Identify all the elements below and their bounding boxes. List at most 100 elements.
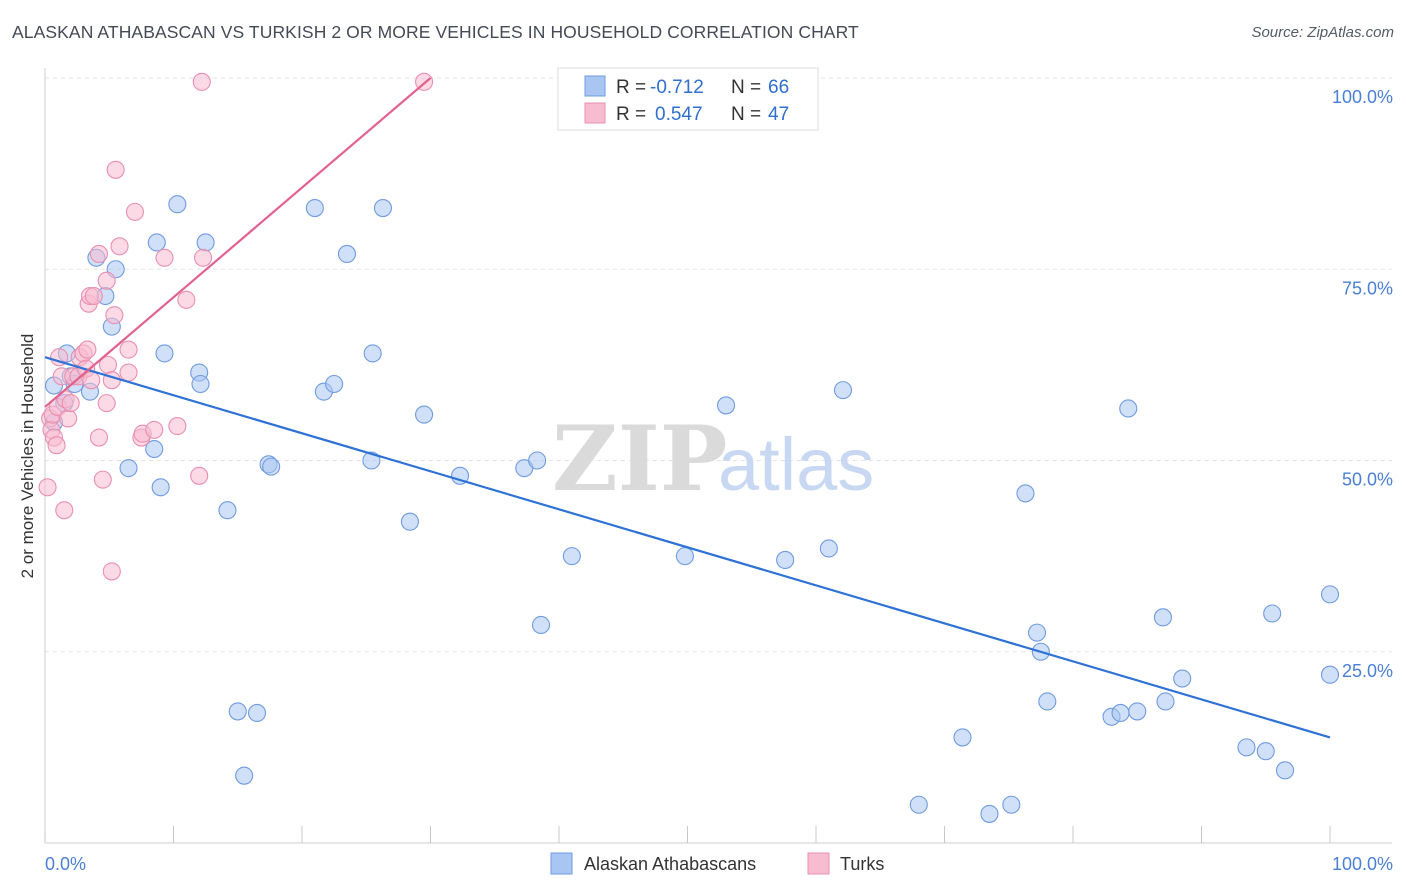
point-series2-5 <box>47 436 66 455</box>
x-tick-label-0: 0.0% <box>45 854 86 874</box>
point-series1-25 <box>337 244 357 263</box>
point-series2-44 <box>194 248 213 267</box>
point-series1-41 <box>1016 484 1035 503</box>
trend-line-series2 <box>44 77 432 408</box>
watermark: ZIP atlas <box>552 406 874 512</box>
point-series1-58 <box>1320 665 1340 684</box>
point-series2-24 <box>93 470 112 489</box>
y-tick-label-3: 25.0% <box>1342 661 1393 681</box>
point-series1-34 <box>531 615 551 635</box>
legend-r-value-1: -0.712 <box>650 77 704 98</box>
point-series2-31 <box>102 562 121 581</box>
point-series2-9 <box>55 501 74 520</box>
point-series1-29 <box>400 512 419 531</box>
point-series1-16 <box>168 195 187 214</box>
chart-title: ALASKAN ATHABASCAN VS TURKISH 2 OR MORE … <box>12 22 859 42</box>
point-series1-44 <box>1027 623 1047 642</box>
point-series2-41 <box>168 417 187 436</box>
point-series1-47 <box>1119 399 1138 418</box>
legend-swatch-series2 <box>584 102 606 124</box>
point-series1-53 <box>1153 608 1172 627</box>
point-series1-65 <box>196 233 215 252</box>
point-series2-35 <box>119 363 138 382</box>
point-series1-13 <box>147 233 166 252</box>
point-series2-42 <box>177 290 196 309</box>
point-series1-54 <box>1237 738 1256 757</box>
point-series1-55 <box>1256 742 1275 761</box>
legend-swatch-series1 <box>584 75 606 97</box>
x-tick-labels: 0.0% 100.0% <box>45 854 1393 874</box>
data-points <box>38 72 1340 823</box>
legend-r-label-2: R = <box>616 104 646 125</box>
point-series1-31 <box>451 466 470 485</box>
trend-lines <box>44 77 1331 739</box>
point-series1-50 <box>1128 702 1147 721</box>
point-series1-19 <box>218 501 237 520</box>
bottom-legend-swatch-series2 <box>807 852 830 875</box>
legend-r-value-2: 0.547 <box>655 104 703 125</box>
bottom-legend-label-series1: Alaskan Athabascans <box>584 854 756 874</box>
point-series1-59 <box>1320 585 1340 604</box>
point-series1-21 <box>262 457 281 476</box>
y-tick-label-0: 100.0% <box>1332 87 1393 107</box>
point-series1-42 <box>953 728 972 747</box>
point-series1-26 <box>363 344 382 363</box>
watermark-atlas: atlas <box>718 423 874 506</box>
point-series2-40 <box>155 248 174 267</box>
point-series1-14 <box>151 478 170 497</box>
y-axis-title: 2 or more Vehicles in Household <box>18 334 37 579</box>
point-series1-35 <box>562 547 581 566</box>
point-series1-37 <box>716 396 736 415</box>
point-series1-12 <box>145 439 164 459</box>
point-series1-28 <box>373 199 393 218</box>
point-series1-46 <box>1038 692 1057 711</box>
point-series2-19 <box>78 340 97 359</box>
point-series1-63 <box>909 795 928 814</box>
y-tick-labels: 100.0% 75.0% 50.0% 25.0% <box>1332 87 1393 681</box>
x-tick-label-1: 100.0% <box>1332 854 1393 874</box>
point-series2-7 <box>50 348 69 367</box>
legend-n-value-2: 47 <box>768 104 789 125</box>
point-series2-30 <box>110 237 129 256</box>
point-series2-45 <box>192 72 211 91</box>
point-series2-11 <box>59 409 78 428</box>
point-series2-39 <box>145 420 164 439</box>
point-series1-36 <box>675 547 694 566</box>
grid-lines <box>45 77 1392 653</box>
point-series2-23 <box>89 428 109 447</box>
bottom-legend-swatch-series1 <box>550 852 573 875</box>
point-series1-40 <box>833 381 853 400</box>
point-series1-18 <box>191 374 210 394</box>
point-series1-27 <box>362 451 381 470</box>
bottom-legend: Alaskan Athabascans Turks <box>550 852 884 875</box>
point-series1-61 <box>247 703 267 723</box>
point-series2-33 <box>105 306 124 325</box>
point-series1-56 <box>1263 604 1282 623</box>
point-series1-64 <box>1002 795 1021 814</box>
watermark-zip: ZIP <box>552 406 727 512</box>
point-series2-12 <box>61 394 80 413</box>
point-series1-38 <box>776 550 795 570</box>
legend-n-value-1: 66 <box>768 77 789 98</box>
chart-source: Source: ZipAtlas.com <box>1251 24 1394 41</box>
point-series2-21 <box>82 371 101 390</box>
point-series2-25 <box>89 244 109 263</box>
point-series2-34 <box>119 340 138 359</box>
point-series1-15 <box>155 344 174 363</box>
point-series1-62 <box>235 766 254 785</box>
top-legend: R = -0.712 N = 66 R = 0.547 N = 47 <box>557 67 819 131</box>
point-series1-57 <box>1275 761 1295 780</box>
point-series2-32 <box>106 160 125 179</box>
point-series1-22 <box>305 199 324 218</box>
bottom-legend-label-series2: Turks <box>840 854 884 874</box>
point-series1-11 <box>119 459 138 478</box>
y-tick-label-1: 75.0% <box>1342 278 1393 298</box>
point-series2-43 <box>190 466 209 485</box>
point-series1-39 <box>819 539 838 558</box>
trend-line-series1 <box>44 356 1331 739</box>
point-series2-22 <box>84 286 103 306</box>
point-series2-36 <box>125 202 144 221</box>
point-series1-51 <box>1156 692 1175 711</box>
point-series2-0 <box>38 478 57 497</box>
